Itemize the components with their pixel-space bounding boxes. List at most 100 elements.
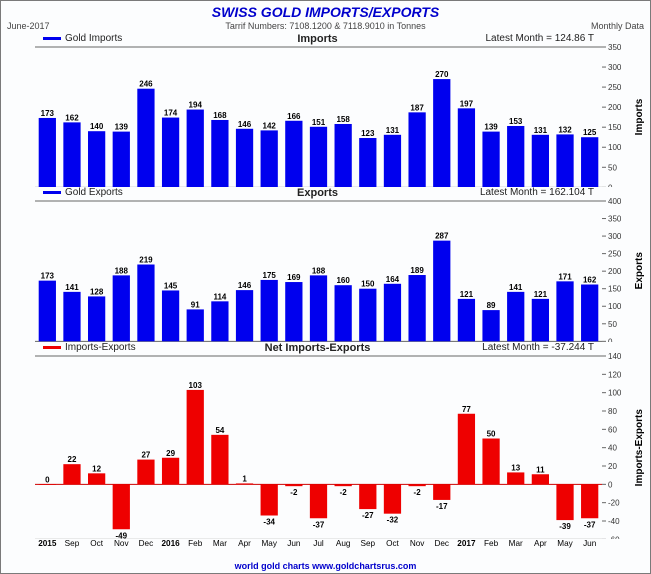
svg-text:50: 50: [608, 163, 617, 172]
svg-text:12: 12: [92, 464, 101, 473]
x-tick: Feb: [484, 539, 498, 548]
bar: [63, 464, 80, 484]
panels-container: Gold ImportsImportsLatest Month = 124.86…: [1, 33, 650, 537]
bar: [458, 299, 475, 341]
svg-text:125: 125: [583, 128, 597, 137]
svg-text:158: 158: [336, 115, 350, 124]
bar: [187, 310, 204, 342]
svg-text:77: 77: [462, 404, 471, 413]
svg-text:219: 219: [139, 256, 153, 265]
bar: [482, 132, 499, 188]
svg-text:-32: -32: [387, 515, 399, 524]
panel-exports: Gold ExportsExportsLatest Month = 162.10…: [35, 187, 600, 341]
svg-text:91: 91: [191, 301, 200, 310]
x-tick: Feb: [188, 539, 202, 548]
svg-text:300: 300: [608, 63, 622, 72]
bar: [310, 127, 327, 188]
bar: [507, 292, 524, 341]
bar: [458, 413, 475, 484]
x-tick: Sep: [65, 539, 80, 548]
x-tick: Jun: [287, 539, 300, 548]
svg-text:200: 200: [608, 103, 622, 112]
bar: [556, 134, 573, 187]
svg-text:168: 168: [213, 111, 227, 120]
svg-text:0: 0: [45, 475, 50, 484]
svg-text:128: 128: [90, 288, 104, 297]
x-tick: Sep: [361, 539, 376, 548]
svg-text:164: 164: [386, 275, 400, 284]
chart-svg: 0501001502002503003501731621401392461741…: [35, 33, 638, 187]
bar: [581, 137, 598, 187]
x-tick: 2017: [457, 539, 475, 548]
svg-text:103: 103: [189, 381, 203, 390]
bar: [482, 438, 499, 484]
x-tick: Mar: [213, 539, 227, 548]
svg-text:-27: -27: [362, 511, 374, 520]
svg-text:400: 400: [608, 197, 622, 206]
bar: [211, 120, 228, 187]
bar: [482, 310, 499, 341]
svg-text:200: 200: [608, 267, 622, 276]
bar: [532, 135, 549, 188]
bar: [384, 135, 401, 188]
svg-text:100: 100: [608, 388, 622, 397]
bar: [408, 484, 425, 486]
bar: [433, 484, 450, 500]
svg-text:54: 54: [215, 425, 224, 434]
svg-text:250: 250: [608, 250, 622, 259]
bar: [261, 484, 278, 515]
x-tick: Jun: [583, 539, 596, 548]
svg-text:160: 160: [336, 277, 350, 286]
svg-text:100: 100: [608, 303, 622, 312]
svg-text:150: 150: [608, 123, 622, 132]
svg-text:151: 151: [312, 118, 326, 127]
bar: [187, 110, 204, 188]
bar: [113, 132, 130, 188]
x-axis: 2015SepOctNovDec2016FebMarAprMayJunJulAu…: [35, 539, 600, 557]
x-tick: May: [261, 539, 276, 548]
svg-text:141: 141: [65, 283, 79, 292]
svg-text:162: 162: [583, 276, 597, 285]
x-tick: Aug: [336, 539, 351, 548]
bar: [310, 276, 327, 342]
period-label: June-2017: [7, 21, 50, 31]
svg-text:140: 140: [608, 352, 622, 361]
bar: [458, 108, 475, 187]
bar: [433, 79, 450, 187]
bar: [507, 472, 524, 484]
bar: [581, 484, 598, 518]
chart-frame: SWISS GOLD IMPORTS/EXPORTS June-2017 Tar…: [0, 0, 651, 574]
svg-text:141: 141: [509, 283, 523, 292]
svg-text:188: 188: [312, 267, 326, 276]
svg-text:13: 13: [511, 463, 520, 472]
panel-net-imports-exports: Imports-ExportsNet Imports-ExportsLatest…: [35, 342, 600, 539]
svg-text:173: 173: [41, 272, 55, 281]
bar: [63, 122, 80, 187]
svg-text:80: 80: [608, 407, 617, 416]
svg-text:169: 169: [287, 273, 301, 282]
svg-text:350: 350: [608, 43, 622, 52]
svg-text:187: 187: [410, 103, 424, 112]
svg-text:27: 27: [141, 450, 150, 459]
bar: [137, 89, 154, 188]
svg-text:40: 40: [608, 443, 617, 452]
svg-text:-60: -60: [608, 535, 620, 539]
bar: [236, 129, 253, 188]
svg-text:-34: -34: [263, 517, 275, 526]
bar: [359, 138, 376, 187]
svg-text:131: 131: [534, 126, 548, 135]
svg-text:123: 123: [361, 129, 375, 138]
svg-text:1: 1: [242, 474, 247, 483]
bar: [88, 473, 105, 484]
bar: [507, 126, 524, 187]
svg-text:50: 50: [487, 429, 496, 438]
svg-text:350: 350: [608, 215, 622, 224]
x-tick: Mar: [509, 539, 523, 548]
svg-text:175: 175: [263, 271, 277, 280]
svg-text:162: 162: [65, 113, 79, 122]
bar: [384, 484, 401, 513]
svg-text:89: 89: [487, 301, 496, 310]
svg-text:120: 120: [608, 370, 622, 379]
svg-text:29: 29: [166, 448, 175, 457]
svg-text:-20: -20: [608, 498, 620, 507]
